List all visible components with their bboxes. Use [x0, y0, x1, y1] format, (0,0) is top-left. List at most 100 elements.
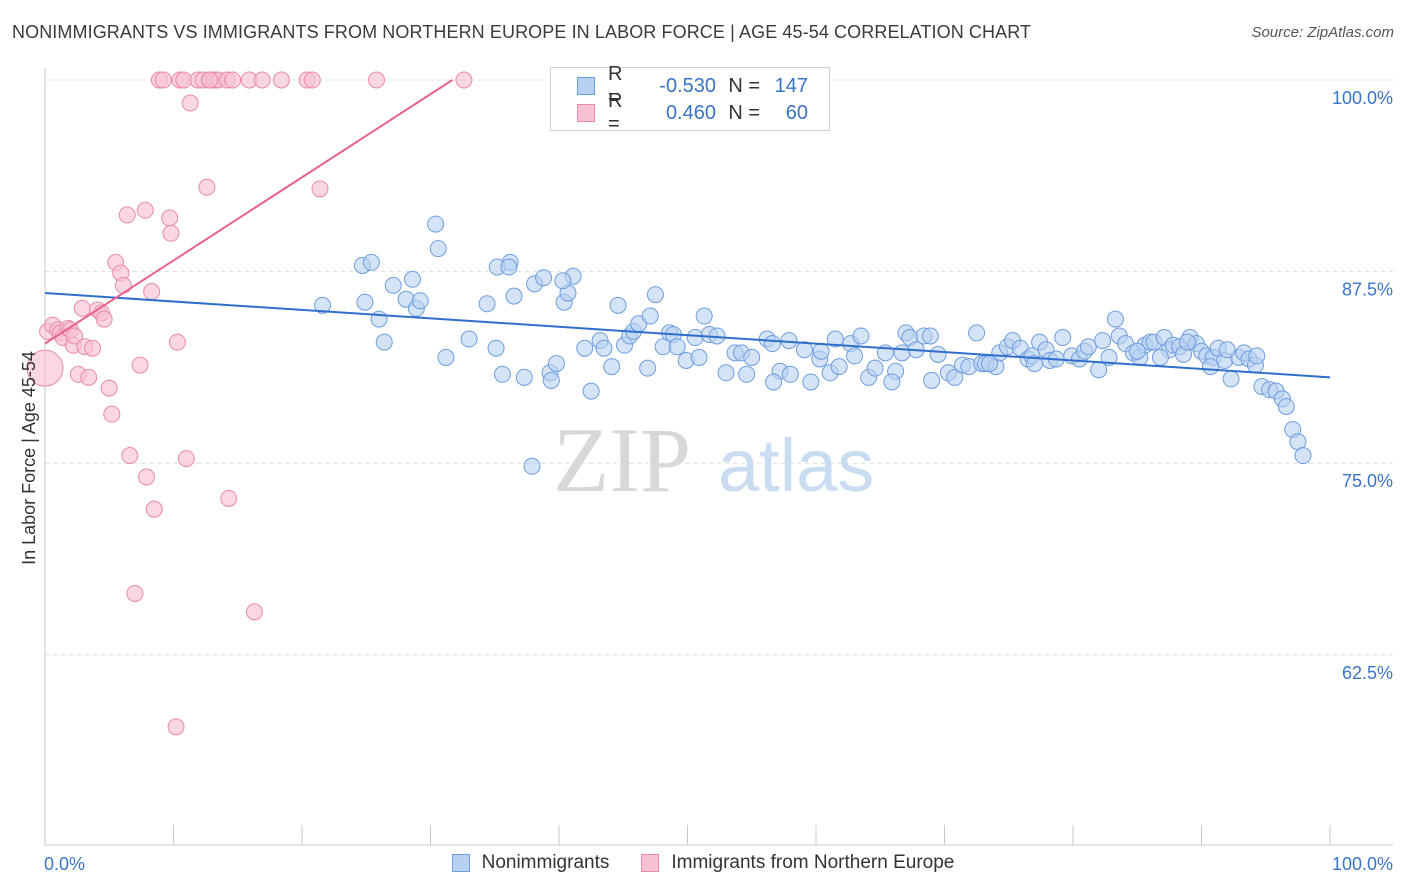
point-immigrants — [162, 224, 180, 242]
point-nonimmigrants — [384, 276, 402, 294]
y-axis-label: In Labor Force | Age 45-54 — [19, 351, 39, 565]
point-nonimmigrants — [946, 368, 964, 386]
point-nonimmigrants — [515, 368, 533, 386]
point-nonimmigrants — [765, 373, 783, 391]
legend-swatch-blue — [577, 77, 595, 95]
point-immigrants — [118, 206, 136, 224]
point-nonimmigrants — [603, 358, 621, 376]
point-immigrants — [66, 327, 84, 345]
point-nonimmigrants — [980, 355, 998, 373]
x-tick-label: 100.0% — [1332, 854, 1393, 874]
legend-label: Immigrants from Northern Europe — [671, 852, 955, 873]
point-immigrants — [200, 71, 218, 89]
legend-row-immigrants: R = 0.460 N = 60 — [551, 90, 808, 135]
legend-label: Nonimmigrants — [481, 852, 610, 873]
point-immigrants — [245, 603, 263, 621]
series-legend: Nonimmigrants Immigrants from Northern E… — [0, 852, 1406, 874]
legend-swatch-blue — [451, 854, 470, 872]
point-immigrants — [100, 379, 118, 397]
point-immigrants — [136, 201, 154, 219]
point-immigrants — [177, 450, 195, 468]
trend-line-immigrants — [44, 79, 453, 345]
point-immigrants — [167, 718, 185, 736]
point-immigrants — [224, 71, 242, 89]
point-nonimmigrants — [595, 339, 613, 357]
point-nonimmigrants — [1218, 341, 1236, 359]
point-immigrants — [131, 356, 149, 374]
point-nonimmigrants — [893, 344, 911, 362]
point-immigrants — [26, 349, 64, 387]
point-nonimmigrants — [883, 373, 901, 391]
point-nonimmigrants — [429, 240, 447, 258]
point-nonimmigrants — [1151, 348, 1169, 366]
n-value: 60 — [785, 101, 808, 124]
point-immigrants — [161, 209, 179, 227]
point-nonimmigrants — [639, 359, 657, 377]
point-nonimmigrants — [356, 293, 374, 311]
point-nonimmigrants — [427, 215, 445, 233]
y-tick-label: 87.5% — [1342, 280, 1393, 300]
point-nonimmigrants — [826, 330, 844, 348]
point-nonimmigrants — [404, 270, 422, 288]
point-nonimmigrants — [830, 358, 848, 376]
axes — [44, 68, 1393, 846]
point-nonimmigrants — [686, 329, 704, 347]
point-immigrants — [175, 71, 193, 89]
point-nonimmigrants — [1106, 310, 1124, 328]
point-nonimmigrants — [743, 348, 761, 366]
watermark-zip: ZIP — [553, 409, 691, 511]
point-nonimmigrants — [846, 347, 864, 365]
legend-item-immigrants[interactable]: Immigrants from Northern Europe — [641, 852, 954, 874]
point-nonimmigrants — [362, 253, 380, 271]
point-nonimmigrants — [487, 339, 505, 357]
point-nonimmigrants — [1079, 338, 1097, 356]
tick-labels: 62.5% 75.0% 87.5% 100.0% 0.0% 100.0% — [44, 88, 1393, 874]
n-label: N = — [728, 74, 760, 97]
point-nonimmigrants — [493, 365, 511, 383]
point-nonimmigrants — [921, 327, 939, 345]
point-nonimmigrants — [582, 382, 600, 400]
legend-swatch-pink — [577, 104, 595, 122]
point-nonimmigrants — [411, 292, 429, 310]
trend-lines — [44, 79, 1331, 379]
r-label: R = — [608, 63, 623, 108]
point-nonimmigrants — [852, 327, 870, 345]
y-tick-label: 100.0% — [1332, 88, 1393, 108]
source-label: Source: ZipAtlas.com — [1251, 24, 1394, 41]
point-nonimmigrants — [314, 296, 332, 314]
chart-title: NONIMMIGRANTS VS IMMIGRANTS FROM NORTHER… — [12, 22, 1032, 42]
point-nonimmigrants — [576, 339, 594, 357]
point-nonimmigrants — [695, 307, 713, 325]
point-immigrants — [272, 71, 290, 89]
point-immigrants — [311, 180, 329, 198]
point-nonimmigrants — [542, 371, 560, 389]
point-nonimmigrants — [437, 348, 455, 366]
r-value: -0.530 — [659, 74, 716, 97]
point-nonimmigrants — [763, 335, 781, 353]
point-nonimmigrants — [505, 287, 523, 305]
n-label: N = — [728, 101, 760, 124]
point-immigrants — [154, 71, 172, 89]
point-nonimmigrants — [968, 324, 986, 342]
watermark: ZIP atlas — [553, 409, 874, 511]
point-nonimmigrants — [1094, 332, 1112, 350]
point-nonimmigrants — [690, 348, 708, 366]
point-nonimmigrants — [523, 457, 541, 475]
point-nonimmigrants — [781, 365, 799, 383]
point-nonimmigrants — [1178, 333, 1196, 351]
legend-item-nonimmigrants[interactable]: Nonimmigrants — [451, 852, 610, 874]
point-nonimmigrants — [1201, 358, 1219, 376]
point-nonimmigrants — [668, 338, 686, 356]
point-nonimmigrants — [641, 307, 659, 325]
point-nonimmigrants — [866, 359, 884, 377]
point-nonimmigrants — [1277, 397, 1295, 415]
point-nonimmigrants — [1248, 347, 1266, 365]
point-nonimmigrants — [1025, 355, 1043, 373]
point-nonimmigrants — [1054, 329, 1072, 347]
point-immigrants — [103, 405, 121, 423]
point-immigrants — [143, 283, 161, 301]
correlation-legend: R = -0.530 N = 147 R = 0.460 N = 60 — [550, 63, 830, 135]
point-nonimmigrants — [1294, 447, 1312, 465]
point-immigrants — [145, 500, 163, 518]
